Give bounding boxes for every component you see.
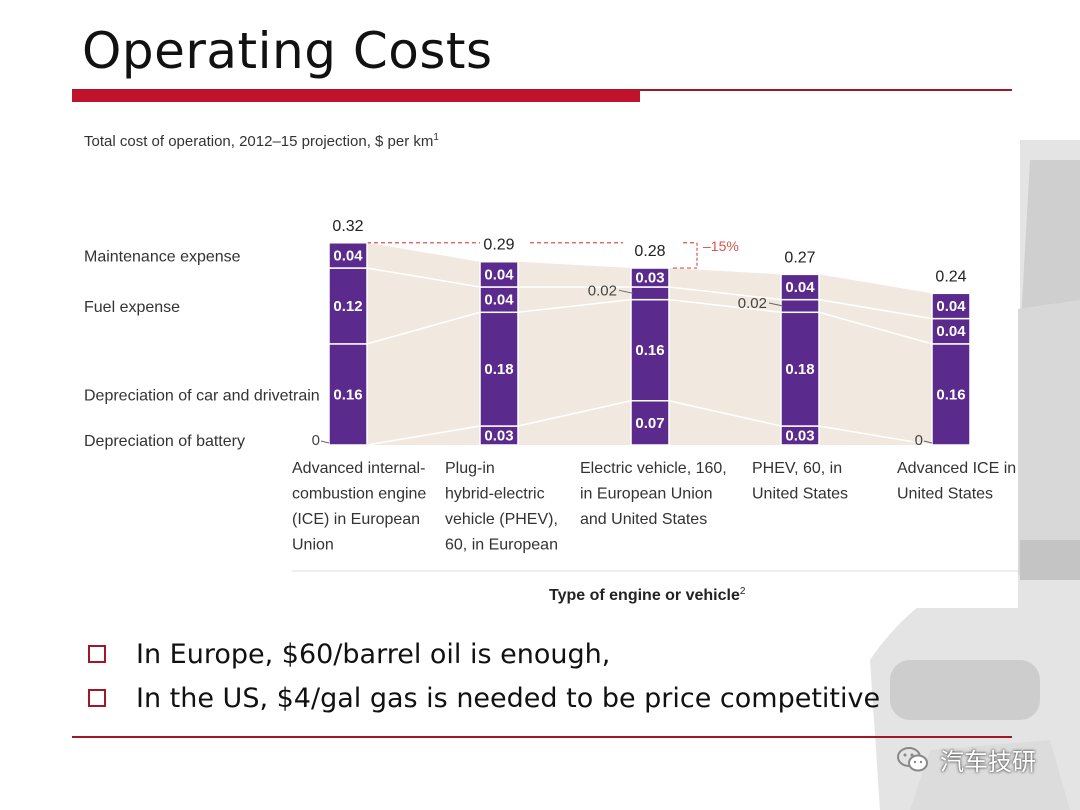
segment-value-label: 0.03 — [484, 428, 513, 445]
legend-label: Depreciation of car and drivetrain — [84, 387, 320, 404]
flow-boundary-line — [517, 400, 632, 427]
segment-value-label: 0.04 — [936, 298, 966, 315]
flow-boundary-line — [366, 311, 481, 345]
total-value-label: 0.28 — [634, 243, 665, 260]
bar-segment — [328, 242, 368, 269]
flow-boundary-line — [366, 267, 481, 288]
bullet-item: In the US, $4/gal gas is needed to be pr… — [88, 676, 880, 720]
bar-segment — [328, 343, 368, 446]
flow-boundary-line — [517, 298, 632, 314]
bar-segment — [931, 292, 971, 320]
segment-value-label: 0.02 — [588, 282, 617, 299]
total-value-label: 0.27 — [784, 249, 815, 266]
bar-segment — [780, 273, 820, 301]
category-label: Advanced ICE in United States — [897, 460, 1016, 503]
value-labels: –15% 0.16 0.12 0.04 0 0.32 0.03 0.18 0.04 0.04 0.2… — [312, 218, 967, 449]
segment-value-label: 0.07 — [635, 415, 664, 432]
segment-value-label: 0.04 — [484, 292, 514, 309]
segment-value-label: 0.16 — [635, 342, 664, 359]
label-leader-line — [320, 440, 330, 444]
bar-segment — [630, 298, 670, 402]
label-leader-line — [618, 289, 634, 294]
bar-segment — [479, 311, 519, 427]
segment-value-label: 0 — [312, 432, 320, 449]
bar-segment — [630, 286, 670, 301]
slide-title: Operating Costs — [82, 22, 493, 80]
legend-label: Depreciation of battery — [84, 433, 245, 450]
total-value-label: 0.29 — [483, 237, 514, 254]
category-labels: Advanced internal-combustion engine (ICE)… — [292, 460, 1016, 554]
segment-value-label: 0.04 — [936, 323, 966, 340]
category-label: Electric vehicle, 160, in European Union a… — [580, 460, 727, 528]
category-label: PHEV, 60, in United States — [752, 460, 848, 503]
segment-value-label: 0.18 — [785, 361, 814, 378]
segment-value-label: 0.03 — [635, 270, 664, 287]
flow-band — [669, 268, 781, 445]
flow-band — [367, 242, 480, 445]
segment-value-label: 0.04 — [785, 279, 815, 296]
bar-segment — [931, 343, 971, 446]
flow-boundary-line — [668, 286, 782, 301]
reduction-dashes — [367, 242, 698, 269]
legend-label: Maintenance expense — [84, 248, 241, 265]
flow-band — [518, 261, 631, 445]
flow-boundary-line — [818, 425, 933, 446]
total-value-label: 0.32 — [332, 218, 363, 235]
bar-segment — [780, 311, 820, 427]
segment-value-label: 0.18 — [484, 361, 513, 378]
category-label: Plug-in hybrid-electric vehicle (PHEV), 60,… — [445, 460, 558, 554]
bar-segment — [630, 267, 670, 288]
total-value-label: 0.24 — [935, 268, 966, 285]
segment-value-label: 0.16 — [333, 386, 362, 403]
bullet-text: In Europe, $60/barrel oil is enough, — [136, 638, 611, 670]
segment-value-label: 0.04 — [333, 247, 363, 264]
flow-boundary-line — [668, 298, 782, 314]
title-underline-bar — [72, 90, 640, 102]
chart-title-footnote: 1 — [433, 132, 439, 143]
flow-boundary-line — [818, 298, 933, 320]
bar-segment — [780, 298, 820, 314]
segment-value-label: 0.04 — [484, 266, 514, 283]
chart-panel: –15% 0.16 0.12 0.04 0 0.32 0.03 0.18 0.04 0.04 0.2… — [75, 120, 1018, 608]
bullet-list: In Europe, $60/barrel oil is enough, In … — [88, 632, 880, 720]
segment-value-label: 0 — [915, 432, 923, 449]
series-legend: Depreciation of battery Depreciation of c… — [84, 248, 320, 450]
flow-boundary-line — [366, 425, 481, 446]
stacked-bar-chart: –15% 0.16 0.12 0.04 0 0.32 0.03 0.18 0.04 0.04 0.2… — [84, 132, 1018, 604]
bar-segment — [630, 400, 670, 446]
category-label: Advanced internal-combustion engine (ICE)… — [292, 460, 426, 554]
reduction-annotation: –15% — [703, 238, 739, 254]
segment-value-label: 0.12 — [333, 298, 362, 315]
bar-segment — [328, 267, 368, 345]
square-bullet-icon — [88, 689, 106, 707]
footer-rule — [72, 736, 1012, 738]
watermark-text: 汽车技研 — [940, 748, 1036, 776]
label-leader-line — [923, 440, 933, 444]
x-axis-label-footnote: 2 — [740, 586, 746, 597]
legend-label: Fuel expense — [84, 299, 180, 316]
segment-value-label: 0.16 — [936, 386, 965, 403]
bars — [328, 242, 971, 446]
square-bullet-icon — [88, 645, 106, 663]
label-leader-line — [768, 302, 784, 307]
flow-boundary-line — [818, 311, 933, 345]
flow-band — [819, 274, 932, 445]
wechat-icon — [897, 746, 928, 771]
chart-title: Total cost of operation, 2012–15 project… — [84, 132, 439, 150]
x-axis-label: Type of engine or vehicle2 — [549, 586, 746, 604]
flow-bands — [366, 242, 933, 446]
flow-boundary-line — [668, 400, 782, 427]
bullet-text: In the US, $4/gal gas is needed to be pr… — [136, 682, 881, 714]
bullet-item: In Europe, $60/barrel oil is enough, — [88, 632, 880, 676]
segment-value-label: 0.03 — [785, 428, 814, 445]
watermark: 汽车技研 — [896, 742, 1036, 777]
bar-segment — [479, 260, 519, 288]
segment-value-label: 0.02 — [738, 295, 767, 312]
